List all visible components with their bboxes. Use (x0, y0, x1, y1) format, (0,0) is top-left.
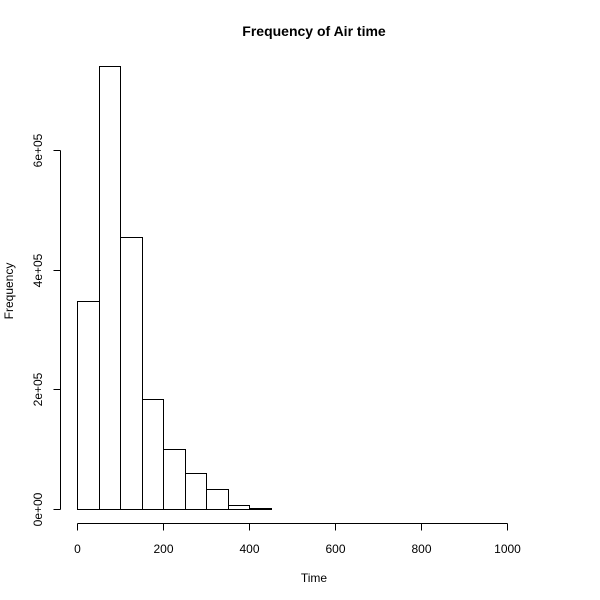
histogram-bar-2 (120, 237, 143, 510)
x-tick-label-3: 600 (325, 542, 345, 556)
y-tick-label-0: 0e+00 (31, 492, 45, 526)
chart-title: Frequency of Air time (242, 23, 386, 39)
x-tick-label-2: 400 (239, 542, 259, 556)
y-axis: 0e+00 2e+05 4e+05 6e+05 (31, 133, 61, 526)
x-tick-label-4: 800 (411, 542, 431, 556)
histogram-bar-7 (228, 505, 250, 510)
y-tick-label-3: 6e+05 (31, 133, 45, 167)
histogram-bar-0 (77, 301, 100, 510)
y-tick-label-1: 2e+05 (31, 372, 45, 406)
histogram-bar-3 (142, 399, 164, 510)
x-tick-label-0: 0 (74, 542, 81, 556)
y-tick-label-2: 4e+05 (31, 253, 45, 287)
x-tick-label-1: 200 (153, 542, 173, 556)
histogram-bar-1 (99, 66, 121, 510)
y-axis-label: Frequency (2, 263, 16, 320)
x-axis-label: Time (301, 571, 328, 585)
histogram-bar-6 (206, 489, 229, 510)
x-axis: 0 200 400 600 800 1000 (74, 523, 521, 556)
histogram-bar-8 (249, 508, 272, 510)
histogram-bar-4 (163, 449, 186, 510)
x-tick-label-5: 1000 (494, 542, 521, 556)
bars-group (77, 66, 272, 510)
histogram-bar-5 (185, 473, 207, 510)
